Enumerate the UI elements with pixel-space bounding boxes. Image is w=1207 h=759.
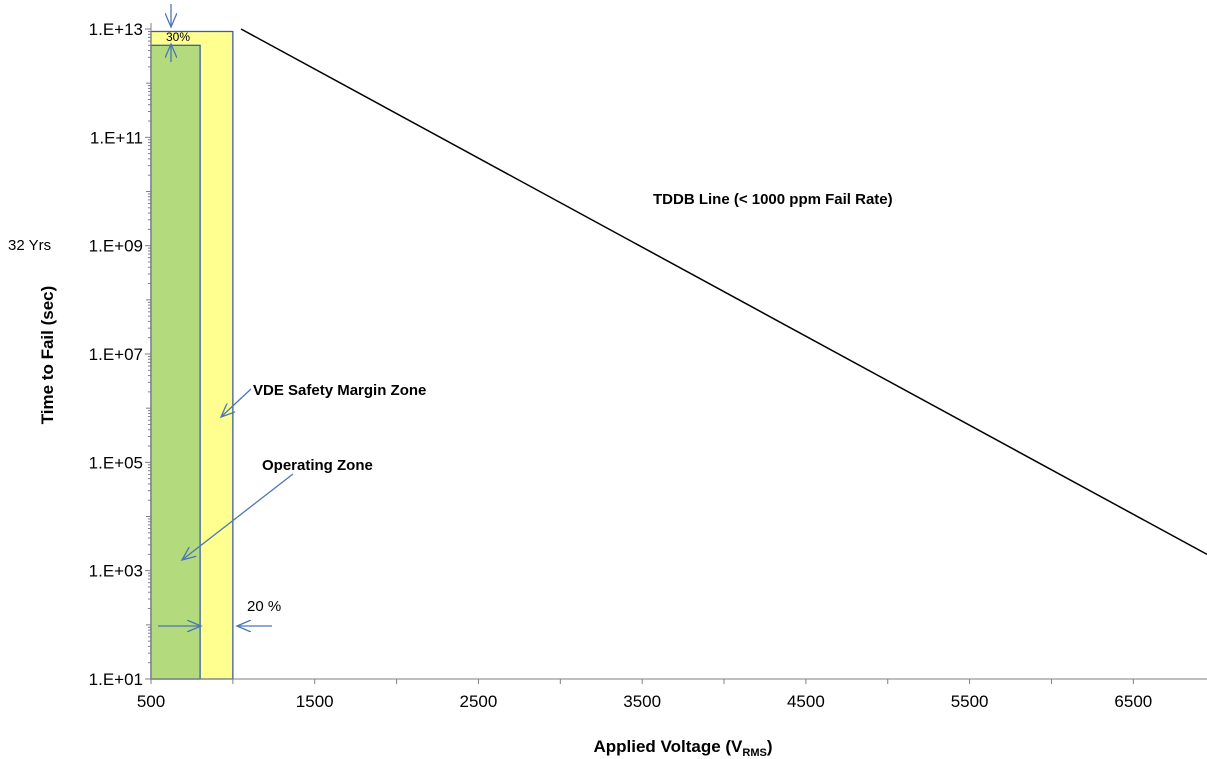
y-tick-label: 1.E+05 [89,453,143,472]
zones-group [150,30,234,680]
x-tick-label: 2500 [460,692,498,711]
y-tick-label: 1.E+09 [89,237,143,256]
vde-pointer-arrow [221,388,252,417]
vde-zone-label: VDE Safety Margin Zone [253,382,426,399]
y-tick-label: 1.E+07 [89,345,143,364]
operating-zone [150,44,201,680]
x-axis-title: Applied Voltage (VRMS) [593,737,772,759]
tddb-series-line [240,28,1207,556]
x-tick-label: 4500 [787,692,825,711]
operating-zone-label: Operating Zone [262,457,373,474]
y-tick-label: 1.E+11 [90,128,143,147]
y-axis-title: Time to Fail (sec) [38,286,57,425]
margin-30-label: 30% [166,30,190,44]
tick-labels-group: 1.E+01 1.E+03 1.E+05 1.E+07 1.E+09 1.E+11 1.E+… [89,20,1153,711]
x-tick-label: 3500 [623,692,661,711]
x-tick-label: 500 [137,692,165,711]
x-tick-label: 6500 [1114,692,1152,711]
y-tick-label: 1.E+13 [89,20,143,39]
axes-group [145,23,1207,684]
series-group [240,28,1207,556]
operating-pointer-arrow [182,473,294,560]
x-tick-label: 1500 [296,692,334,711]
y-tick-label: 1.E+01 [89,670,143,689]
yrs-32-label: 32 Yrs [8,237,51,254]
y-tick-label: 1.E+03 [89,562,143,581]
x-tick-label: 5500 [951,692,989,711]
margin-20-label: 20 % [247,598,281,615]
tddb-line-label: TDDB Line (< 1000 ppm Fail Rate) [653,191,893,208]
x-axis-title-subscript: RMS [742,747,766,759]
